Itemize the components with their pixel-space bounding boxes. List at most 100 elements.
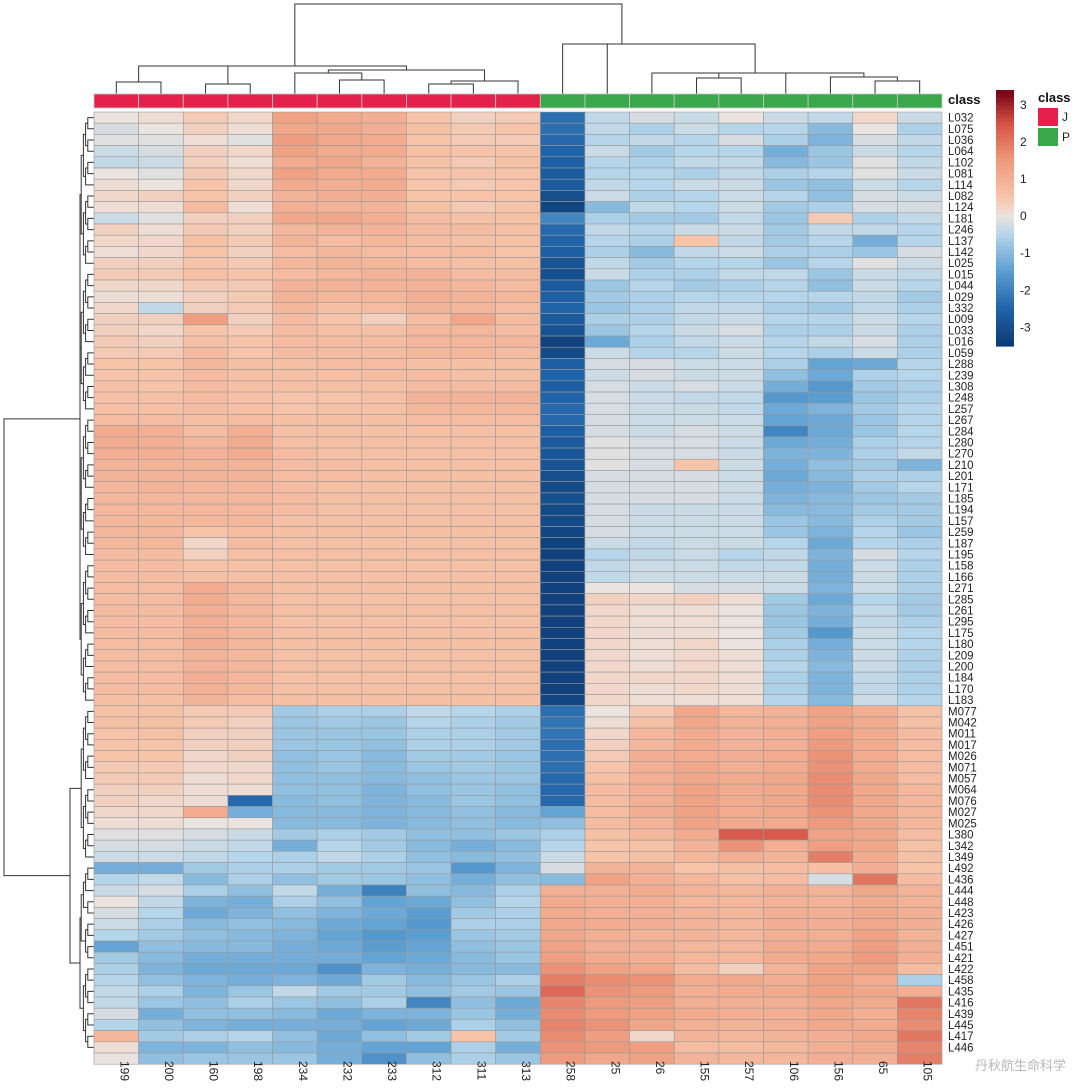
row-label: L183 <box>948 695 974 707</box>
heatmap-cell <box>540 862 586 875</box>
row-label: L492 <box>948 863 974 875</box>
heatmap-cell <box>182 907 229 919</box>
legend-swatch <box>1038 128 1058 146</box>
heatmap-cell <box>807 929 854 942</box>
heatmap-cell <box>763 716 809 729</box>
heatmap-cell <box>182 951 229 964</box>
heatmap-cell <box>450 402 496 415</box>
heatmap-cell <box>406 951 452 964</box>
heatmap-cell <box>406 940 452 953</box>
heatmap-cell <box>673 873 720 886</box>
heatmap-cell <box>182 806 229 819</box>
heatmap-cell <box>629 167 675 180</box>
heatmap-cell <box>897 604 943 617</box>
heatmap-cell <box>629 705 675 718</box>
heatmap-cell <box>361 335 407 348</box>
heatmap-cell <box>450 425 496 438</box>
heatmap-cell <box>450 436 496 449</box>
heatmap-cell <box>807 167 854 180</box>
heatmap-cell <box>93 470 139 482</box>
heatmap-cell <box>182 492 229 505</box>
heatmap-cell <box>495 627 541 639</box>
heatmap-cell <box>852 739 898 751</box>
heatmap-cell <box>897 615 943 628</box>
heatmap-cell <box>182 694 229 707</box>
heatmap-cell <box>227 817 273 830</box>
heatmap-cell <box>584 918 630 931</box>
annotation-cell <box>227 93 273 109</box>
legend-swatch <box>1038 108 1058 126</box>
heatmap-cell <box>272 346 318 359</box>
dendrogram-branch <box>428 83 474 94</box>
heatmap-cell <box>629 649 675 662</box>
heatmap-cell <box>316 380 363 393</box>
heatmap-cell <box>718 649 764 662</box>
heatmap-cell <box>138 447 184 460</box>
heatmap-cell <box>673 593 720 606</box>
heatmap-cell <box>93 290 139 303</box>
heatmap-cell <box>629 638 675 651</box>
heatmap-cell <box>629 380 675 393</box>
heatmap-cell <box>450 257 496 270</box>
heatmap-cell <box>629 447 675 460</box>
heatmap-cell <box>406 739 452 751</box>
heatmap-cell <box>316 268 363 281</box>
heatmap-cell <box>227 570 273 583</box>
heatmap-cell <box>227 806 273 819</box>
heatmap-cell <box>807 324 854 337</box>
heatmap-cell <box>852 895 898 908</box>
heatmap-cell <box>763 727 809 740</box>
heatmap-cell <box>227 526 273 538</box>
heatmap-cell <box>629 223 675 236</box>
heatmap-cell <box>495 470 541 482</box>
heatmap-cell <box>138 739 184 751</box>
heatmap-cell <box>852 940 898 953</box>
heatmap-cell <box>93 750 139 763</box>
heatmap-cell <box>450 268 496 281</box>
heatmap-cell <box>93 335 139 348</box>
heatmap-cell <box>673 604 720 617</box>
heatmap-cell <box>629 851 675 863</box>
dendrogram-branch <box>87 946 94 959</box>
row-label: L448 <box>948 897 974 909</box>
heatmap-cell <box>406 570 452 583</box>
dendrogram-branch <box>87 464 94 477</box>
row-label: M026 <box>948 751 977 763</box>
heatmap-cell <box>629 458 675 471</box>
column-label: 233 <box>385 1061 399 1081</box>
heatmap-cell <box>316 470 363 482</box>
heatmap-cell <box>227 985 273 998</box>
heatmap-cell <box>227 862 273 875</box>
heatmap-cell <box>361 1030 407 1043</box>
heatmap-cell <box>495 660 541 673</box>
heatmap-cell <box>718 190 764 202</box>
heatmap-cell <box>138 313 184 326</box>
heatmap-cell <box>316 1019 363 1031</box>
heatmap-cell <box>673 929 720 942</box>
heatmap-cell <box>182 324 229 337</box>
heatmap-cell <box>272 122 318 135</box>
heatmap-cell <box>763 335 809 348</box>
heatmap-cell <box>406 660 452 673</box>
heatmap-cell <box>807 358 854 370</box>
colorbar-segment <box>996 318 1014 323</box>
heatmap-cell <box>540 873 586 886</box>
heatmap-cell <box>182 380 229 393</box>
heatmap-cell <box>227 481 273 494</box>
heatmap-cell <box>93 851 139 863</box>
heatmap-cell <box>540 212 586 225</box>
heatmap-cell <box>495 783 541 796</box>
heatmap-cell <box>495 526 541 538</box>
heatmap-cell <box>495 985 541 998</box>
heatmap-cell <box>361 940 407 953</box>
heatmap-cell <box>763 234 809 247</box>
heatmap-cell <box>852 234 898 247</box>
heatmap-cell <box>897 750 943 763</box>
heatmap-cell <box>450 447 496 460</box>
heatmap-cell <box>807 907 854 919</box>
heatmap-cell <box>629 246 675 258</box>
heatmap-cell <box>763 212 809 225</box>
heatmap-cell <box>316 324 363 337</box>
heatmap-cell <box>852 481 898 494</box>
heatmap-cell <box>718 537 764 550</box>
